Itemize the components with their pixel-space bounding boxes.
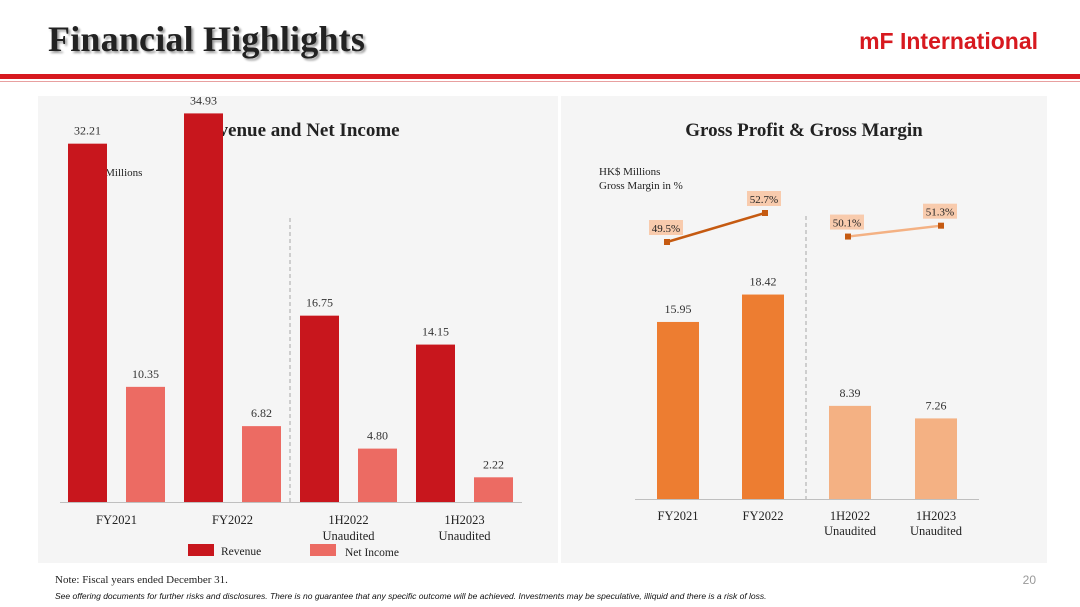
category-label-fy2022: FY2022 [743,509,784,523]
gross-margin-line-segment-1 [666,211,766,244]
net-income-value-label: 10.35 [132,367,159,381]
net-income-value-label: 6.82 [251,406,272,420]
net-income-value-label: 4.80 [367,429,388,443]
revenue-chart-title: Revenue and Net Income [196,120,400,141]
legend-swatch-net-income [310,544,336,556]
gross-profit-bar-1h2022 [829,405,871,499]
legend-swatch-revenue [188,544,214,556]
category-label-1h2023: 1H2023 [916,509,956,523]
gross-margin-marker-1h2023 [938,222,944,229]
gross-profit-value-label: 15.95 [665,302,692,316]
footnote: Note: Fiscal years ended December 31. [55,574,228,586]
revenue-net-income-panel: Revenue and Net Income HK$ Millions 32.2… [38,93,558,563]
revenue-value-label: 16.75 [306,296,333,310]
gross-profit-value-label: 8.39 [840,386,861,400]
category-label-1h2023: 1H2023 [444,513,484,527]
category-label-fy2021: FY2021 [96,513,137,527]
category-label-unaudited: Unaudited [438,529,491,543]
category-label-1h2022: 1H2022 [830,509,870,523]
disclaimer: See offering documents for further risks… [55,591,767,601]
header-rule [0,74,1080,79]
category-label-1h2022: 1H2022 [328,513,368,527]
brand-logo: mF International [859,28,1038,54]
revenue-net-income-chart: 32.21 34.93 16.75 14.15 10.35 6.82 4.80 2.22 FY2… [60,93,522,559]
net-income-bar-1h2022 [358,448,397,502]
gross-profit-value-label: 18.42 [750,275,777,289]
net-income-value-label: 2.22 [483,457,504,471]
revenue-bar-1h2022 [300,315,339,502]
revenue-value-label: 34.93 [190,93,217,107]
legend-label-revenue: Revenue [221,546,261,558]
gross-margin-label-bg [923,203,957,219]
header-rule-thin [0,81,1080,82]
category-label-fy2021: FY2021 [658,509,699,523]
gross-profit-bar-1h2023 [915,418,957,499]
gross-profit-bar-fy2022 [742,294,784,499]
revenue-bar-fy2022 [184,113,223,502]
gross-margin-value-label: 50.1% [833,218,861,230]
revenue-value-label: 32.21 [74,124,101,138]
gross-profit-unit-label: HK$ Millions [599,166,661,178]
gross-margin-label-bg [747,191,781,206]
net-income-bar-fy2022 [242,426,281,502]
revenue-value-label: 14.15 [422,325,449,339]
gross-margin-label-bg [649,220,683,235]
gross-margin-line-segment-2 [847,224,942,238]
gross-margin-marker-fy2022 [762,210,768,216]
page-title: Financial Highlights [48,19,366,59]
gross-margin-value-label: 52.7% [750,194,778,206]
revenue-bar-1h2023 [416,344,455,502]
gross-margin-unit-label: Gross Margin in % [599,180,683,192]
gross-profit-bar-fy2021 [657,321,699,499]
category-label-unaudited: Unaudited [824,524,877,538]
gross-profit-value-label: 7.26 [926,398,947,412]
revenue-bar-fy2021 [68,143,107,502]
legend-label-net-income: Net Income [345,547,399,559]
category-label-unaudited: Unaudited [322,529,375,543]
gross-profit-panel: Gross Profit & Gross Margin HK$ Millions… [561,96,1047,563]
gross-margin-value-label: 51.3% [926,207,954,219]
gross-profit-chart-title: Gross Profit & Gross Margin [685,120,923,141]
gross-margin-marker-1h2022 [845,233,851,240]
category-label-fy2022: FY2022 [212,513,253,527]
net-income-bar-fy2021 [126,386,165,502]
gross-margin-value-label: 49.5% [652,223,680,235]
gross-margin-marker-fy2021 [664,239,670,245]
gross-margin-label-bg [830,214,864,230]
page-number: 20 [1022,573,1036,587]
category-label-unaudited: Unaudited [910,524,963,538]
net-income-bar-1h2023 [474,477,513,502]
